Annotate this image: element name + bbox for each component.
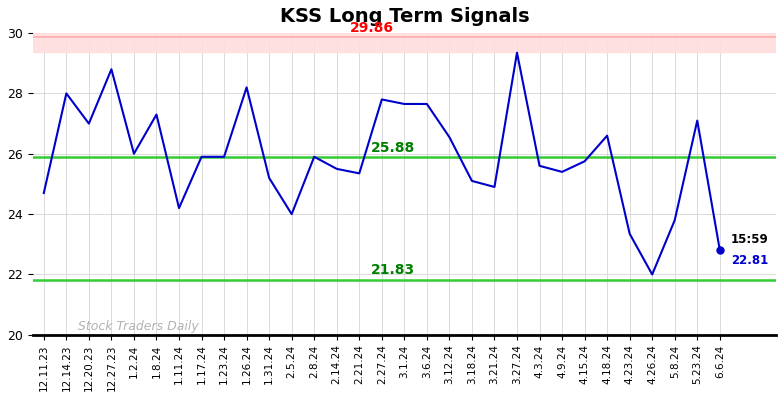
Text: Stock Traders Daily: Stock Traders Daily (78, 320, 198, 333)
Text: 22.81: 22.81 (731, 254, 768, 267)
Text: 15:59: 15:59 (731, 233, 769, 246)
Bar (33, 33, 776, 53)
Text: 21.83: 21.83 (371, 263, 416, 277)
Text: 29.86: 29.86 (350, 21, 394, 35)
Text: 25.88: 25.88 (371, 141, 416, 155)
Title: KSS Long Term Signals: KSS Long Term Signals (280, 7, 529, 26)
